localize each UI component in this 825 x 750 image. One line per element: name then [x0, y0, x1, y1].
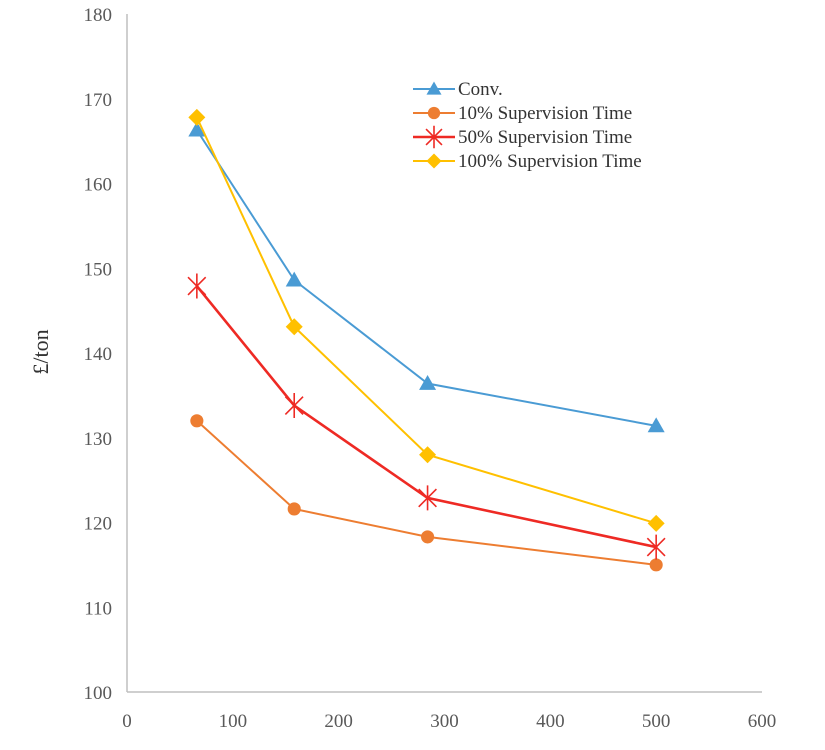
y-tick-label: 170: [84, 90, 113, 111]
data-point: [647, 417, 665, 433]
legend-item: 10% Supervision Time: [413, 103, 632, 124]
legend-item: Conv.: [413, 79, 503, 100]
x-tick-labels: 0 100 200 300 400 500 600: [122, 711, 776, 732]
legend-item: 50% Supervision Time: [413, 125, 632, 149]
x-tick-label: 300: [430, 711, 459, 732]
legend-marker: [427, 106, 441, 120]
x-tick-label: 200: [324, 711, 353, 732]
data-point: [287, 502, 301, 516]
y-tick-label: 100: [84, 683, 113, 704]
legend-marker: [426, 81, 442, 95]
series-2: [187, 273, 666, 560]
y-tick-label: 130: [84, 429, 113, 450]
data-point: [285, 271, 303, 287]
data-point: [646, 534, 666, 560]
legend: Conv. 10% Supervision Time 50% Supervision…: [413, 79, 642, 172]
axes: [126, 14, 762, 693]
legend-label: 100% Supervision Time: [458, 151, 642, 172]
data-point: [188, 121, 206, 137]
series-line: [196, 420, 657, 566]
y-tick-label: 180: [84, 5, 113, 26]
y-tick-label: 160: [84, 175, 113, 196]
series-3: [188, 108, 665, 532]
y-axis-title: £/ton: [28, 329, 53, 374]
data-point: [421, 530, 435, 544]
y-tick-labels: 100 110 120 130 140 150 160 170 180: [84, 5, 113, 704]
data-point: [419, 446, 437, 464]
y-tick-label: 140: [84, 344, 113, 365]
y-tick-label: 120: [84, 514, 113, 535]
y-tick-label: 110: [84, 598, 112, 619]
x-tick-label: 0: [122, 711, 132, 732]
data-point: [187, 273, 207, 299]
series-layer: [187, 108, 666, 572]
series-1: [190, 414, 663, 572]
data-point: [649, 558, 663, 572]
series-line: [195, 116, 657, 525]
series-line: [196, 129, 657, 427]
x-tick-label: 400: [536, 711, 565, 732]
series-0: [188, 121, 665, 433]
legend-marker: [426, 153, 442, 169]
legend-item: 100% Supervision Time: [413, 151, 642, 172]
legend-label: 10% Supervision Time: [458, 103, 632, 124]
x-tick-label: 500: [642, 711, 671, 732]
legend-marker: [425, 125, 443, 149]
data-point: [419, 375, 437, 390]
data-point: [647, 514, 665, 532]
data-point: [284, 393, 304, 419]
legend-label: 50% Supervision Time: [458, 127, 632, 148]
legend-label: Conv.: [458, 79, 503, 100]
data-point: [188, 108, 206, 126]
data-point: [190, 414, 204, 428]
series-line: [195, 285, 657, 549]
x-tick-label: 100: [219, 711, 248, 732]
x-tick-label: 600: [748, 711, 777, 732]
data-point: [418, 485, 437, 511]
data-point: [285, 318, 303, 336]
y-tick-label: 150: [84, 259, 113, 280]
